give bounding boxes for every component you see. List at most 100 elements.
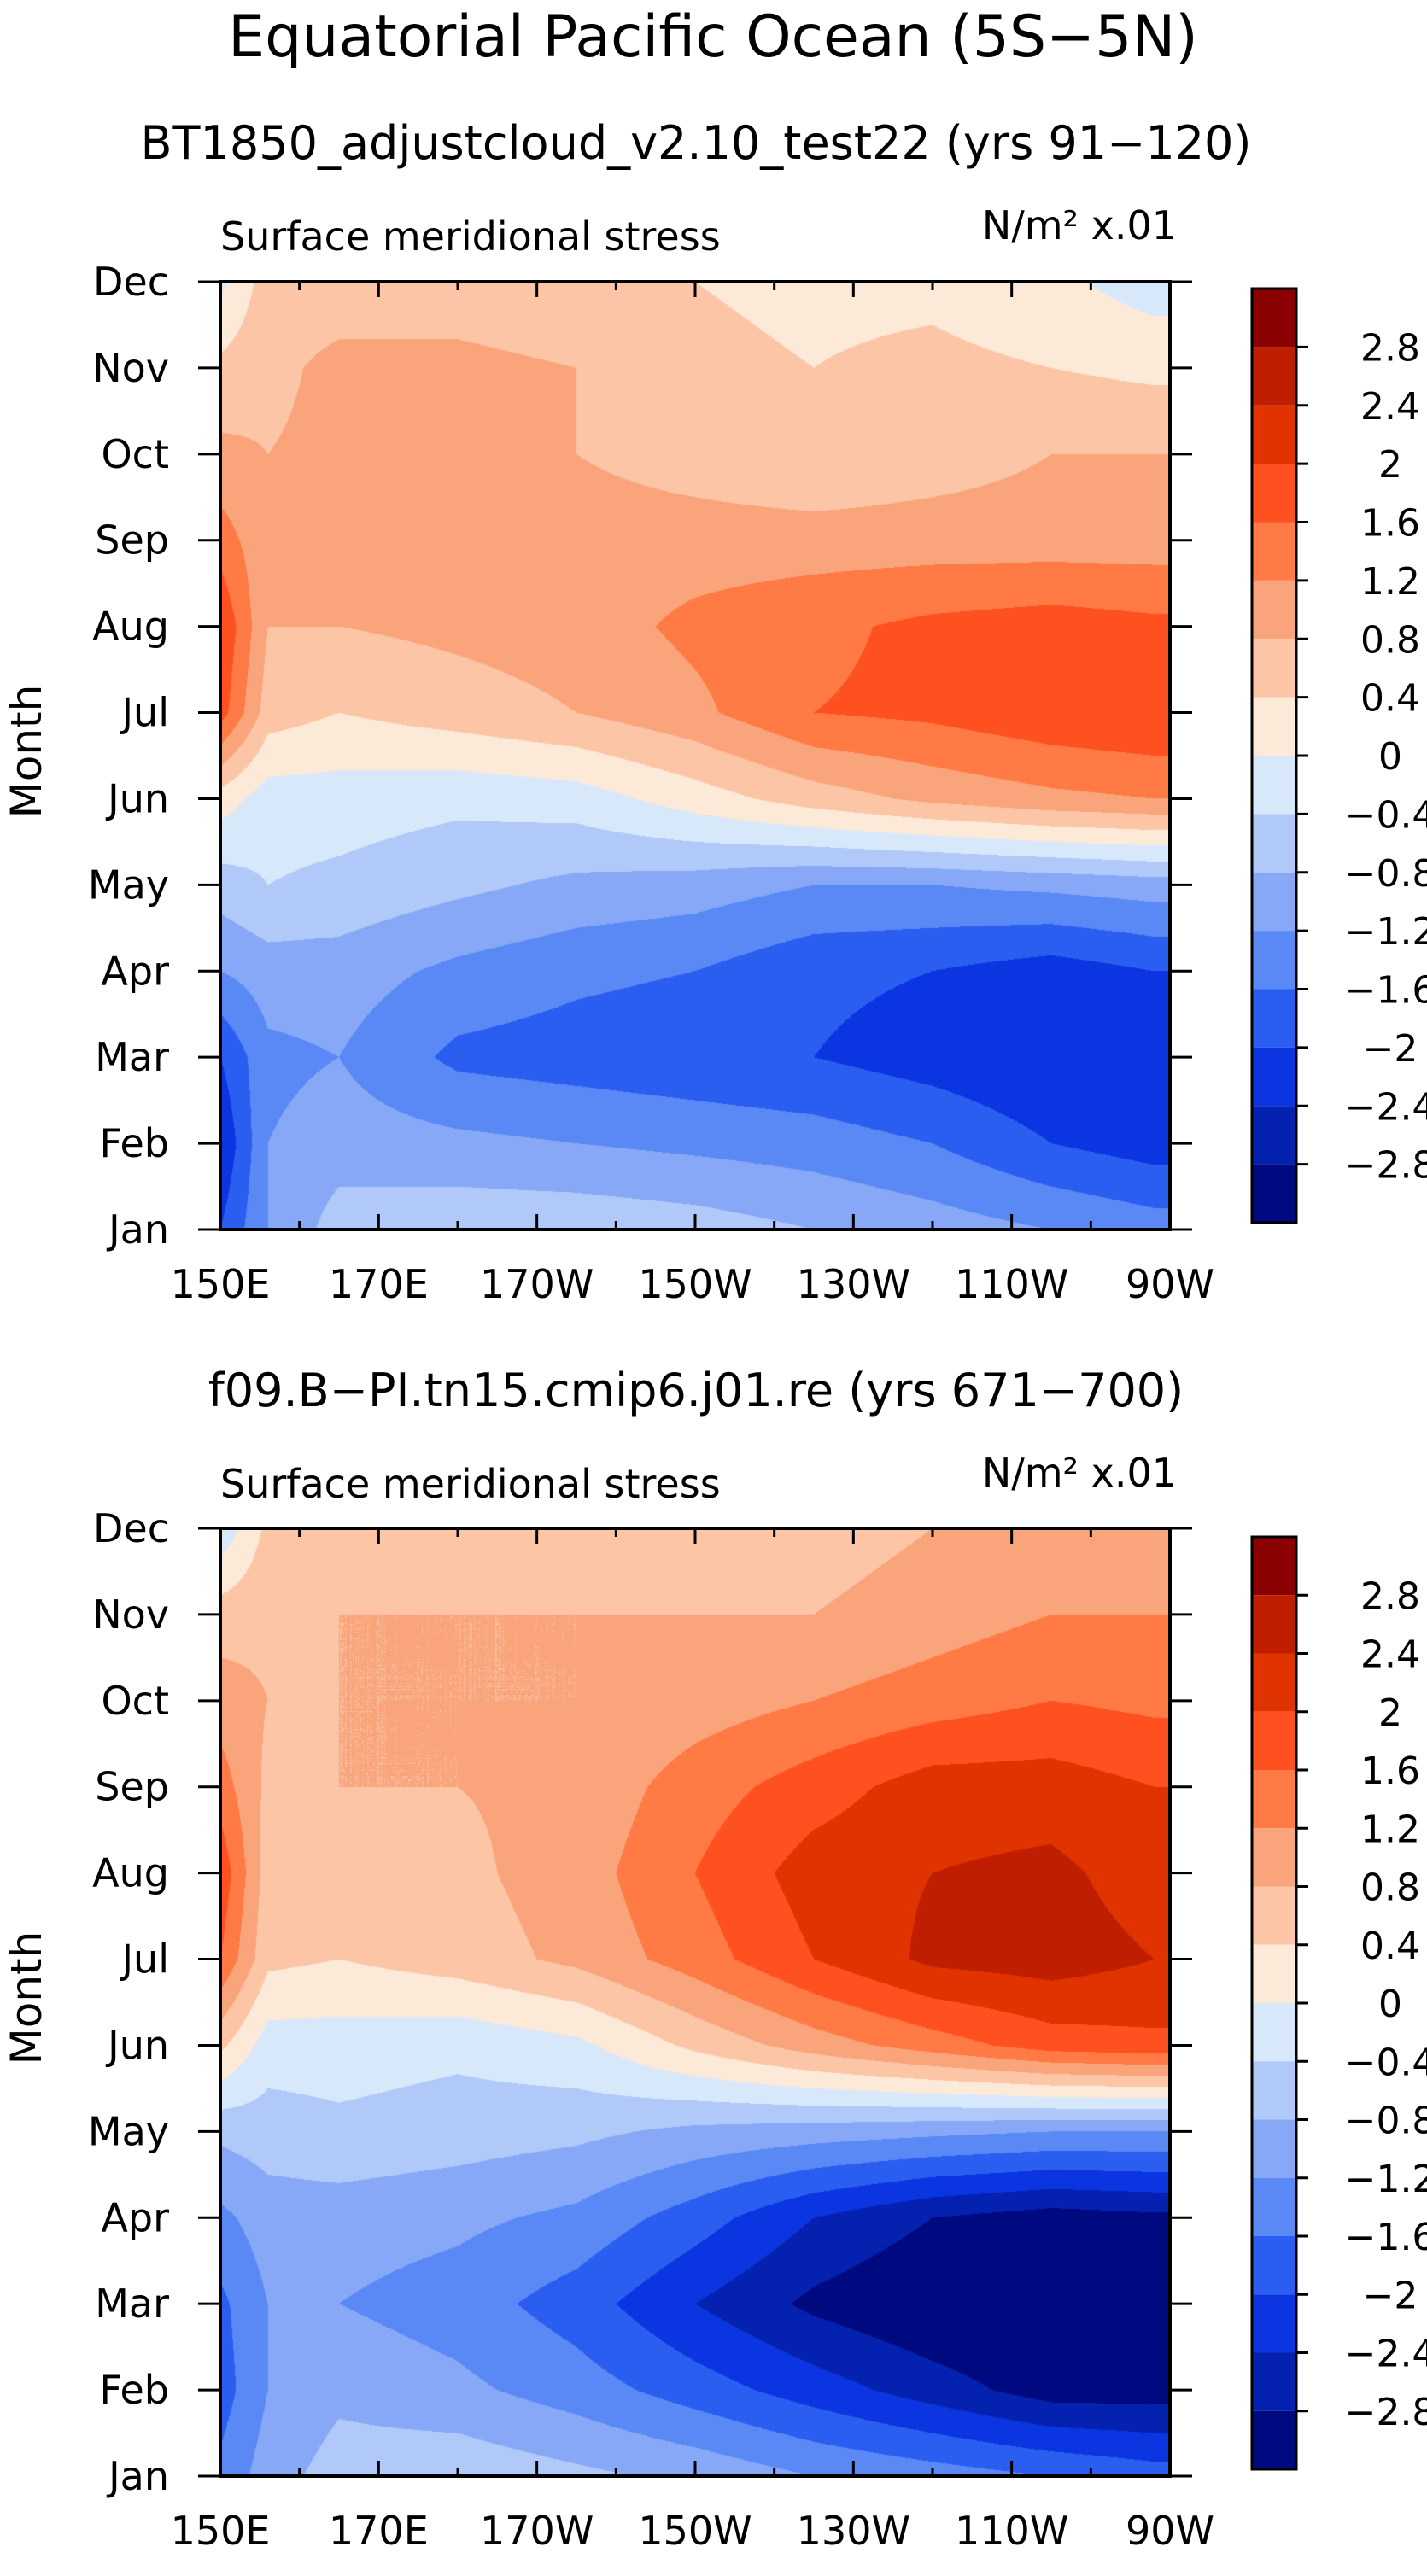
colorbar-label: 2.8 — [1360, 1574, 1420, 1618]
colorbar-swatch — [1252, 814, 1296, 873]
colorbar-swatch — [1252, 989, 1296, 1048]
colorbar-label: −1.2 — [1345, 910, 1427, 954]
y-tick-label: May — [88, 862, 169, 908]
x-tick-label: 170W — [480, 1261, 594, 1307]
colorbar-swatch — [1252, 2410, 1296, 2469]
colorbar-swatch — [1252, 1653, 1296, 1712]
y-tick-label: Sep — [95, 517, 169, 564]
colorbar-label: 2.4 — [1360, 385, 1420, 429]
colorbar-swatch — [1252, 464, 1296, 523]
y-tick-label: Jul — [119, 690, 169, 736]
y-tick-label: Mar — [95, 2281, 169, 2327]
colorbar-label: 1.2 — [1360, 560, 1420, 604]
colorbar-label: 1.2 — [1360, 1808, 1420, 1851]
panel-1-y-axis-label: Month — [2, 685, 51, 819]
colorbar-label: −2 — [1363, 1027, 1418, 1071]
colorbar-label: −1.6 — [1345, 969, 1427, 1013]
panel-2-subtitle-left: Surface meridional stress — [220, 1461, 721, 1507]
panel-1-subtitle-right: N/m² x.01 — [982, 202, 1177, 248]
colorbar-swatch — [1252, 347, 1296, 406]
panel-2-subtitle-right: N/m² x.01 — [982, 1450, 1177, 1496]
x-tick-label: 170E — [329, 2508, 429, 2554]
colorbar-label: 1.6 — [1360, 1749, 1420, 1793]
y-tick-label: Mar — [95, 1034, 169, 1080]
y-tick-label: Jan — [106, 2453, 169, 2499]
colorbar-swatch — [1252, 1047, 1296, 1107]
x-tick-label: 170W — [480, 2508, 594, 2554]
colorbar-swatch — [1252, 1828, 1296, 1887]
colorbar-swatch — [1252, 2177, 1296, 2236]
y-tick-label: Jul — [119, 1936, 169, 1983]
y-tick-label: Sep — [95, 1764, 169, 1810]
x-tick-label: 130W — [797, 2508, 910, 2554]
panel-2-y-axis-label: Month — [2, 1931, 51, 2065]
colorbar-label: −0.4 — [1345, 2041, 1427, 2084]
colorbar-swatch — [1252, 872, 1296, 932]
y-tick-label: Jun — [105, 775, 169, 821]
colorbar-label: 2 — [1378, 1691, 1402, 1735]
colorbar-swatch — [1252, 1164, 1296, 1223]
colorbar-label: 0.8 — [1360, 1866, 1420, 1910]
y-tick-label: Apr — [101, 948, 169, 994]
colorbar-swatch — [1252, 2003, 1296, 2062]
y-tick-label: Apr — [101, 2194, 169, 2240]
colorbar-swatch — [1252, 2061, 1296, 2120]
x-tick-label: 170E — [329, 1261, 429, 1307]
colorbar-label: 0.8 — [1360, 618, 1420, 662]
colorbar-label: −0.8 — [1345, 2100, 1427, 2143]
colorbar-swatch — [1252, 1595, 1296, 1654]
x-tick-label: 110W — [955, 2508, 1068, 2554]
colorbar-swatch — [1252, 756, 1296, 815]
y-tick-label: Aug — [92, 1850, 169, 1896]
colorbar-swatch — [1252, 931, 1296, 990]
colorbar-label: −2 — [1363, 2274, 1418, 2317]
y-tick-label: Dec — [93, 259, 169, 305]
colorbar-swatch — [1252, 580, 1296, 640]
x-tick-label: 90W — [1126, 2508, 1214, 2554]
colorbar-label: −1.6 — [1345, 2216, 1427, 2259]
colorbar-label: 1.6 — [1360, 502, 1420, 546]
x-tick-label: 150E — [171, 2508, 271, 2554]
y-tick-label: Nov — [92, 345, 169, 391]
colorbar-label: 0 — [1378, 1983, 1402, 2026]
x-tick-label: 110W — [955, 1261, 1068, 1307]
y-tick-label: Nov — [92, 1592, 169, 1638]
x-tick-label: 130W — [797, 1261, 910, 1307]
colorbar-swatch — [1252, 2294, 1296, 2353]
colorbar-label: −2.8 — [1345, 2391, 1427, 2434]
y-tick-label: Dec — [93, 1505, 169, 1551]
colorbar-swatch — [1252, 289, 1296, 348]
panel-1: BT1850_adjustcloud_v2.10_test22 (yrs 91−… — [2, 116, 1427, 1307]
colorbar-swatch — [1252, 1711, 1296, 1770]
colorbar-swatch — [1252, 405, 1296, 464]
panel-2-plot: 150E 170E 170W 150W 130W 110W 90W Jan Feb Mar Apr M… — [88, 1505, 1427, 2554]
colorbar-label: −2.8 — [1345, 1144, 1427, 1188]
y-tick-label: Feb — [100, 2367, 169, 2413]
panel-2-contour-fill — [220, 1528, 1170, 2476]
y-tick-label: Oct — [101, 431, 169, 477]
colorbar-swatch — [1252, 1944, 1296, 2003]
panel-1-title: BT1850_adjustcloud_v2.10_test22 (yrs 91−… — [141, 116, 1252, 170]
y-tick-label: Jan — [106, 1206, 169, 1253]
x-tick-label: 150W — [638, 1261, 752, 1307]
panel-2: f09.B−PI.tn15.cmip6.j01.re (yrs 671−700)… — [2, 1364, 1427, 2554]
colorbar-swatch — [1252, 1106, 1296, 1165]
colorbar-label: −0.4 — [1345, 793, 1427, 837]
y-tick-label: Oct — [101, 1678, 169, 1724]
colorbar-label: −1.2 — [1345, 2158, 1427, 2201]
y-tick-label: Aug — [92, 604, 169, 650]
colorbar-label: 0.4 — [1360, 1925, 1420, 1968]
colorbar-label: −2.4 — [1345, 2333, 1427, 2376]
panel-2-title: f09.B−PI.tn15.cmip6.j01.re (yrs 671−700) — [208, 1364, 1184, 1417]
colorbar-label: 0.4 — [1360, 677, 1420, 721]
panel-1-subtitle-left: Surface meridional stress — [220, 213, 721, 260]
colorbar-swatch — [1252, 2236, 1296, 2295]
y-tick-label: Jun — [105, 2022, 169, 2068]
colorbar-label: −0.8 — [1345, 852, 1427, 896]
panel-1-contour-fill — [220, 282, 1170, 1230]
panel-1-plot: 150E 170E 170W 150W 130W 110W 90W Jan Feb Mar Apr M… — [88, 259, 1427, 1307]
colorbar-swatch — [1252, 1886, 1296, 1945]
colorbar-swatch — [1252, 522, 1296, 581]
page-title: Equatorial Pacific Ocean (5S−5N) — [228, 3, 1198, 71]
